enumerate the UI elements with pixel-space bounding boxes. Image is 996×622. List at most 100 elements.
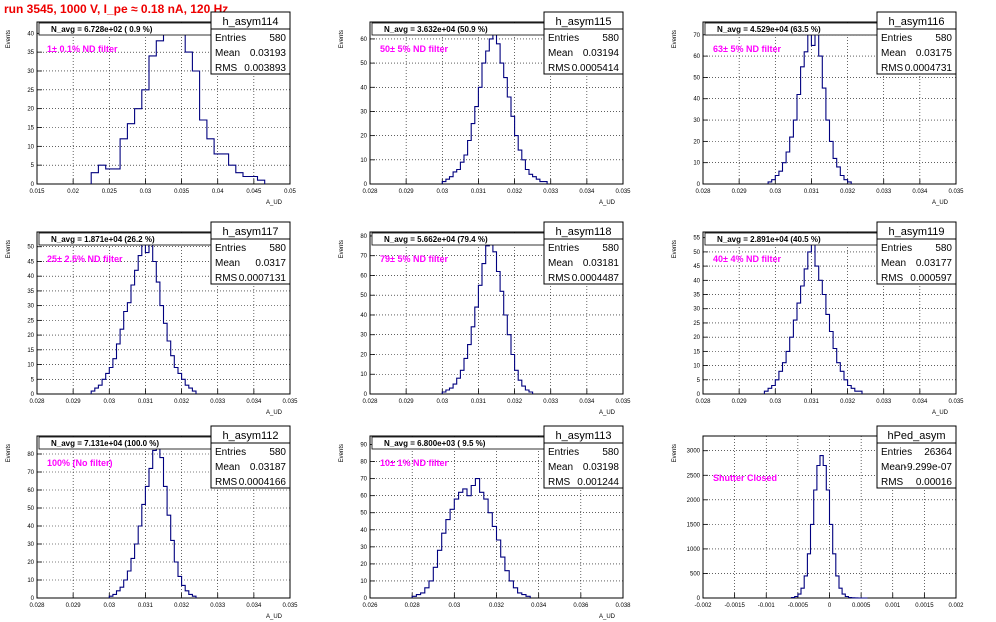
histogram-line	[411, 478, 531, 598]
x-tick-label: 0.029	[399, 189, 415, 195]
y-tick-label: 35	[27, 289, 34, 295]
x-tick-label: 0.034	[246, 603, 262, 609]
stats-key: Mean	[548, 258, 573, 269]
x-tick-label: 0.03	[436, 189, 448, 195]
stats-box	[876, 221, 957, 285]
y-tick-label: 45	[693, 264, 700, 270]
navg-label: N_avg = 4.529e+04 (63.5 %)	[717, 25, 821, 34]
histogram-name: h_asym116	[888, 16, 944, 28]
x-tick-label: 0.032	[840, 189, 856, 195]
x-tick-label: 0.033	[210, 603, 226, 609]
y-axis-title: Events	[672, 240, 678, 258]
stats-key: RMS	[881, 63, 904, 74]
navg-label: N_avg = 6.728e+02 ( 0.9 %)	[51, 25, 153, 34]
filter-label: 10± 1% ND filter	[380, 458, 448, 468]
x-tick-label: 0.028	[29, 603, 45, 609]
x-tick-label: 0.035	[615, 189, 631, 195]
histogram-panel: 0.026 0.028 0.03 0.032 0.034 0.036 0.038 0 10 20 3…	[339, 425, 631, 620]
y-tick-label: 45	[27, 259, 34, 265]
y-tick-label: 40	[360, 85, 367, 91]
filter-label: 1± 0.1% ND filter	[47, 44, 118, 54]
x-tick-label: 0.03	[448, 603, 460, 609]
filter-label: 100% (No filter)	[47, 458, 113, 468]
histogram-panel: 0.028 0.029 0.03 0.031 0.032 0.033 0.034 0.035 0…	[6, 425, 298, 620]
stats-value: 0.0004731	[905, 63, 953, 74]
x-tick-label: 0.035	[282, 399, 298, 405]
x-tick-label: 0.026	[362, 603, 378, 609]
x-tick-label: 0.028	[362, 399, 378, 405]
x-tick-label: 0.032	[174, 399, 190, 405]
x-tick-label: 0.032	[174, 603, 190, 609]
y-axis-title: Events	[672, 30, 678, 48]
histogram-name: h_asym118	[555, 226, 611, 238]
y-tick-label: 25	[27, 318, 34, 324]
stats-key: Entries	[881, 243, 912, 254]
x-tick-label: 0.028	[695, 399, 711, 405]
x-tick-label: 0.028	[695, 189, 711, 195]
y-axis-title: Events	[339, 30, 345, 48]
stats-key: Mean	[881, 462, 906, 473]
y-tick-label: 70	[27, 470, 34, 476]
y-axis-title: Events	[339, 240, 345, 258]
stats-box	[876, 425, 957, 489]
y-tick-label: 60	[360, 494, 367, 500]
x-tick-label: 0.031	[138, 603, 154, 609]
x-axis-title: A_UD	[266, 200, 283, 206]
y-tick-label: 30	[693, 118, 700, 124]
histogram-panel: 0.028 0.029 0.03 0.031 0.032 0.033 0.034 0.035 0…	[672, 221, 964, 416]
y-tick-label: 40	[360, 528, 367, 534]
stats-key: RMS	[215, 477, 238, 488]
stats-value: 0.0317	[255, 258, 286, 269]
histogram-line	[790, 455, 868, 599]
x-tick-label: 0.03	[769, 189, 781, 195]
x-tick-label: 0.035	[282, 603, 298, 609]
y-tick-label: 50	[360, 511, 367, 517]
y-tick-label: 10	[693, 364, 700, 370]
y-tick-label: 20	[693, 139, 700, 145]
y-tick-label: 0	[364, 182, 368, 188]
stats-key: Mean	[548, 462, 573, 473]
stats-value: 0.00016	[916, 477, 953, 488]
stats-box	[210, 425, 291, 489]
navg-label: N_avg = 5.662e+04 (79.4 %)	[384, 235, 488, 244]
histogram-name: h_asym114	[222, 16, 278, 28]
y-tick-label: 20	[360, 562, 367, 568]
stats-value: 580	[269, 243, 286, 254]
y-tick-label: 3000	[687, 449, 701, 455]
x-tick-label: 0.036	[573, 603, 589, 609]
y-tick-label: 90	[360, 443, 367, 449]
y-tick-label: 50	[27, 506, 34, 512]
navg-label: N_avg = 3.632e+04 (50.9 %)	[384, 25, 488, 34]
stats-value: 0.03181	[583, 258, 620, 269]
x-tick-label: 0.05	[284, 189, 296, 195]
x-tick-label: 0.032	[507, 399, 523, 405]
x-tick-label: 0	[828, 603, 832, 609]
stats-value: 0.003893	[244, 63, 286, 74]
x-axis-title: A_UD	[599, 614, 616, 620]
page-title: run 3545, 1000 V, I_pe ≈ 0.18 nA, 120 Hz	[4, 2, 229, 16]
x-tick-label: 0.025	[102, 189, 118, 195]
x-axis-title: A_UD	[266, 410, 283, 416]
stats-key: Mean	[548, 48, 573, 59]
y-axis-title: Events	[672, 444, 678, 462]
stats-value: 0.03177	[916, 258, 953, 269]
y-tick-label: 20	[360, 134, 367, 140]
x-tick-label: 0.029	[399, 399, 415, 405]
stats-box	[876, 11, 957, 75]
y-tick-label: 2000	[687, 498, 701, 504]
y-tick-label: 20	[693, 335, 700, 341]
stats-key: Entries	[215, 447, 246, 458]
x-tick-label: 0.0015	[915, 603, 934, 609]
y-tick-label: 10	[360, 372, 367, 378]
x-tick-label: 0.033	[543, 399, 559, 405]
y-tick-label: 40	[27, 524, 34, 530]
y-tick-label: 0	[364, 392, 368, 398]
histogram-panel: 0.015 0.02 0.025 0.03 0.035 0.04 0.045 0.05 0 5 10…	[6, 11, 296, 206]
y-tick-label: 80	[360, 460, 367, 466]
x-tick-label: 0.029	[732, 189, 748, 195]
navg-label: N_avg = 7.131e+04 (100.0 %)	[51, 439, 159, 448]
x-tick-label: 0.03	[769, 399, 781, 405]
histogram-line	[108, 442, 197, 598]
x-tick-label: -0.0005	[788, 603, 809, 609]
y-tick-label: 70	[360, 254, 367, 260]
